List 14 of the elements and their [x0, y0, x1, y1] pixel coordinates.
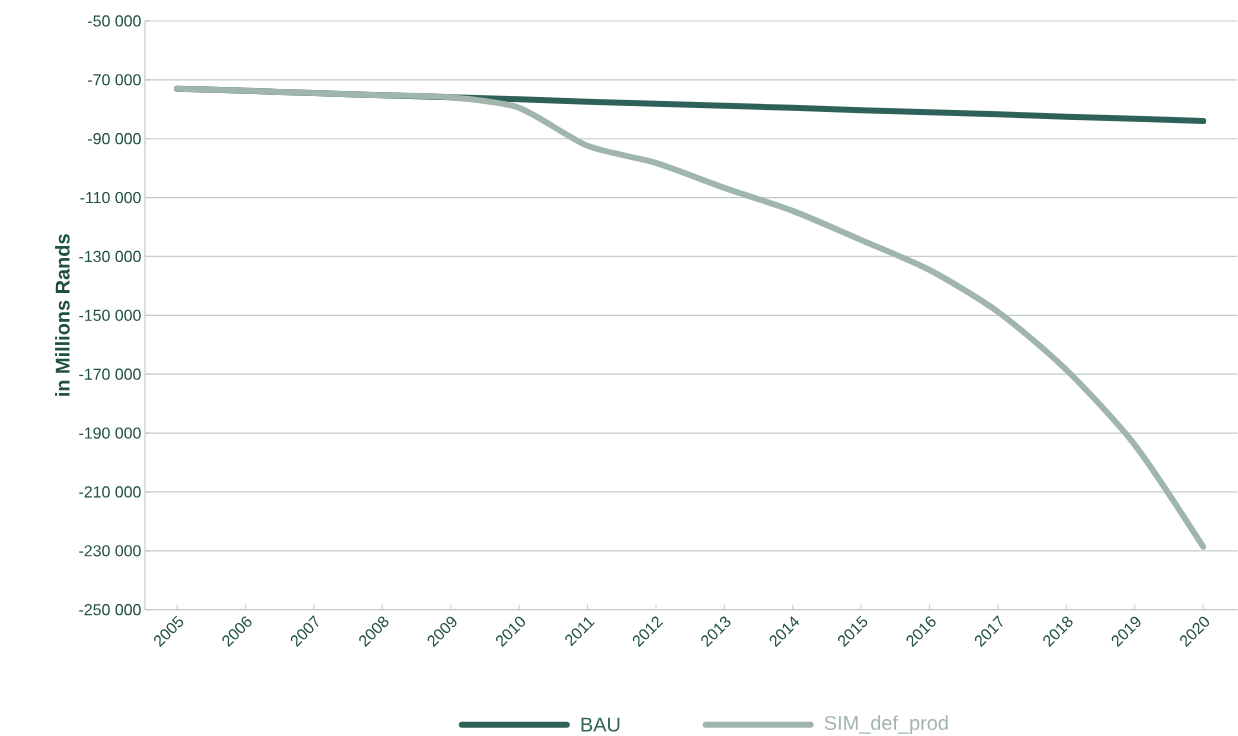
text: SIM_def_prod	[824, 715, 948, 735]
y-tick-label: -150 000	[79, 309, 141, 322]
y-tick-label: -190 000	[79, 427, 141, 439]
y-tick-label: -250 000	[79, 604, 141, 616]
y-axis-title: in Millions Rands	[55, 234, 70, 396]
text: BAU	[581, 717, 620, 732]
y-tick-label: -230 000	[79, 545, 141, 557]
y-tick-label: -110 000	[80, 192, 141, 204]
y-tick-label: -130 000	[79, 251, 141, 263]
y-tick-label: -70 000	[88, 74, 141, 86]
y-tick-label: -170 000	[79, 368, 141, 381]
y-tick-label: -210 000	[79, 486, 141, 498]
y-tick-label: -90 000	[88, 133, 141, 145]
y-tick-label: -50 000	[88, 15, 141, 27]
